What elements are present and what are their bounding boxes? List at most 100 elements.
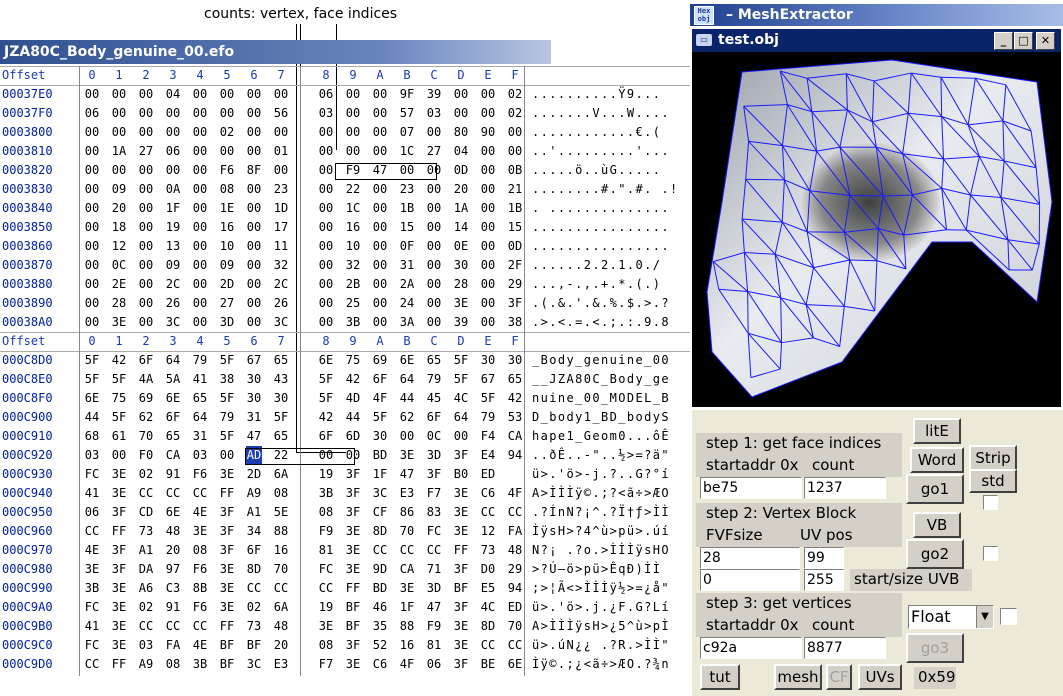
byte-cell[interactable]: 3E [111, 486, 127, 500]
byte-cell[interactable]: 08 [318, 505, 334, 519]
byte-cell[interactable]: 28 [453, 277, 469, 291]
byte-cell[interactable]: 00 [138, 87, 154, 101]
byte-cell[interactable]: 22 [273, 448, 289, 462]
byte-cell[interactable]: 3F [345, 486, 361, 500]
byte-cell[interactable]: CC [165, 619, 181, 633]
step3-checkbox[interactable] [1000, 608, 1017, 625]
byte-cell[interactable]: 35 [372, 619, 388, 633]
byte-cell[interactable]: 1E [219, 201, 235, 215]
byte-cell[interactable]: 00 [426, 182, 442, 196]
byte-cell[interactable]: 38 [219, 372, 235, 386]
byte-cell[interactable]: 00 [219, 144, 235, 158]
byte-cell[interactable]: 00 [273, 163, 289, 177]
byte-cell[interactable]: 00 [426, 163, 442, 177]
byte-cell[interactable]: 8D [372, 524, 388, 538]
byte-cell[interactable]: 00 [480, 182, 496, 196]
byte-cell[interactable]: 00 [192, 315, 208, 329]
byte-cell[interactable]: 1A [111, 144, 127, 158]
byte-cell[interactable]: CC [426, 543, 442, 557]
byte-cell[interactable]: 3E [453, 486, 469, 500]
byte-cell[interactable]: 3E [399, 448, 415, 462]
byte-cell[interactable]: 00 [192, 182, 208, 196]
byte-cell[interactable]: 69 [372, 353, 388, 367]
byte-cell[interactable]: 4E [84, 543, 100, 557]
byte-cell[interactable]: 00 [372, 296, 388, 310]
byte-cell[interactable]: CC [192, 486, 208, 500]
byte-cell[interactable]: 25 [345, 296, 361, 310]
byte-cell[interactable]: 04 [453, 144, 469, 158]
byte-cell[interactable]: 67 [480, 372, 496, 386]
byte-cell[interactable]: 1F [165, 201, 181, 215]
byte-cell[interactable]: 3A [399, 315, 415, 329]
byte-cell[interactable]: 00 [246, 125, 262, 139]
byte-cell[interactable]: 00 [318, 239, 334, 253]
byte-cell[interactable]: 2E [111, 277, 127, 291]
go2-button[interactable]: go2 [906, 539, 964, 569]
byte-cell[interactable]: 30 [273, 391, 289, 405]
byte-cell[interactable]: CF [372, 505, 388, 519]
byte-cell[interactable]: 3F [111, 505, 127, 519]
byte-cell[interactable]: 3E [345, 657, 361, 671]
byte-cell[interactable]: 0D [507, 239, 523, 253]
byte-cell[interactable]: BF [246, 638, 262, 652]
byte-cell[interactable]: 3B [84, 581, 100, 595]
byte-cell[interactable]: 41 [84, 486, 100, 500]
byte-cell[interactable]: 00 [165, 163, 181, 177]
byte-cell[interactable]: 3E [453, 505, 469, 519]
byte-cell[interactable]: 16 [219, 220, 235, 234]
byte-cell[interactable]: 73 [138, 524, 154, 538]
byte-cell[interactable]: 56 [273, 106, 289, 120]
byte-cell[interactable]: 94 [507, 448, 523, 462]
byte-cell[interactable]: 06 [165, 144, 181, 158]
byte-cell[interactable]: 6F [246, 543, 262, 557]
maximize-button[interactable]: □ [1014, 32, 1033, 50]
byte-cell[interactable]: A9 [246, 486, 262, 500]
byte-cell[interactable]: 00 [138, 220, 154, 234]
byte-cell[interactable]: 22 [345, 182, 361, 196]
byte-cell[interactable]: 18 [111, 220, 127, 234]
uvs-button[interactable]: UVs [858, 664, 902, 690]
byte-cell[interactable]: 62 [138, 410, 154, 424]
byte-cell[interactable]: 00 [480, 106, 496, 120]
byte-cell[interactable]: 86 [399, 505, 415, 519]
byte-cell[interactable]: BF [219, 657, 235, 671]
byte-cell[interactable]: 6F [318, 429, 334, 443]
byte-cell[interactable]: 73 [480, 543, 496, 557]
byte-cell[interactable]: F7 [426, 486, 442, 500]
byte-cell[interactable]: 2B [345, 277, 361, 291]
byte-cell[interactable]: 3B [192, 657, 208, 671]
byte-cell[interactable]: 00 [138, 182, 154, 196]
byte-cell[interactable]: 00 [138, 125, 154, 139]
byte-cell[interactable]: 5F [84, 372, 100, 386]
byte-cell[interactable]: 39 [453, 315, 469, 329]
byte-cell[interactable]: 3C [372, 486, 388, 500]
byte-cell[interactable]: 5F [111, 410, 127, 424]
byte-cell[interactable]: 6F [165, 410, 181, 424]
byte-cell[interactable]: BD [372, 581, 388, 595]
uvb-size-input[interactable]: 255 [804, 569, 844, 591]
std-button[interactable]: std [969, 469, 1017, 493]
byte-cell[interactable]: 00 [480, 296, 496, 310]
byte-cell[interactable]: BF [453, 581, 469, 595]
byte-cell[interactable]: 16 [399, 638, 415, 652]
byte-cell[interactable]: 75 [345, 353, 361, 367]
byte-cell[interactable]: 65 [165, 429, 181, 443]
byte-cell[interactable]: 08 [318, 638, 334, 652]
byte-cell[interactable]: 00 [138, 106, 154, 120]
byte-cell[interactable]: 00 [192, 239, 208, 253]
byte-cell[interactable]: 12 [111, 239, 127, 253]
byte-cell[interactable]: 1D [273, 201, 289, 215]
byte-cell[interactable]: 1B [507, 201, 523, 215]
byte-cell[interactable]: 45 [426, 391, 442, 405]
byte-cell[interactable]: 19 [318, 600, 334, 614]
step3-count-input[interactable]: 8877 [804, 637, 886, 659]
byte-cell[interactable]: 00 [318, 220, 334, 234]
byte-cell[interactable]: 20 [273, 638, 289, 652]
byte-cell[interactable]: 00 [138, 163, 154, 177]
byte-cell[interactable]: 00 [192, 220, 208, 234]
word-button[interactable]: Word [910, 447, 964, 473]
vb-button[interactable]: VB [913, 512, 961, 538]
byte-cell[interactable]: 3E [111, 619, 127, 633]
byte-cell[interactable]: 08 [165, 657, 181, 671]
byte-cell[interactable]: 00 [165, 125, 181, 139]
